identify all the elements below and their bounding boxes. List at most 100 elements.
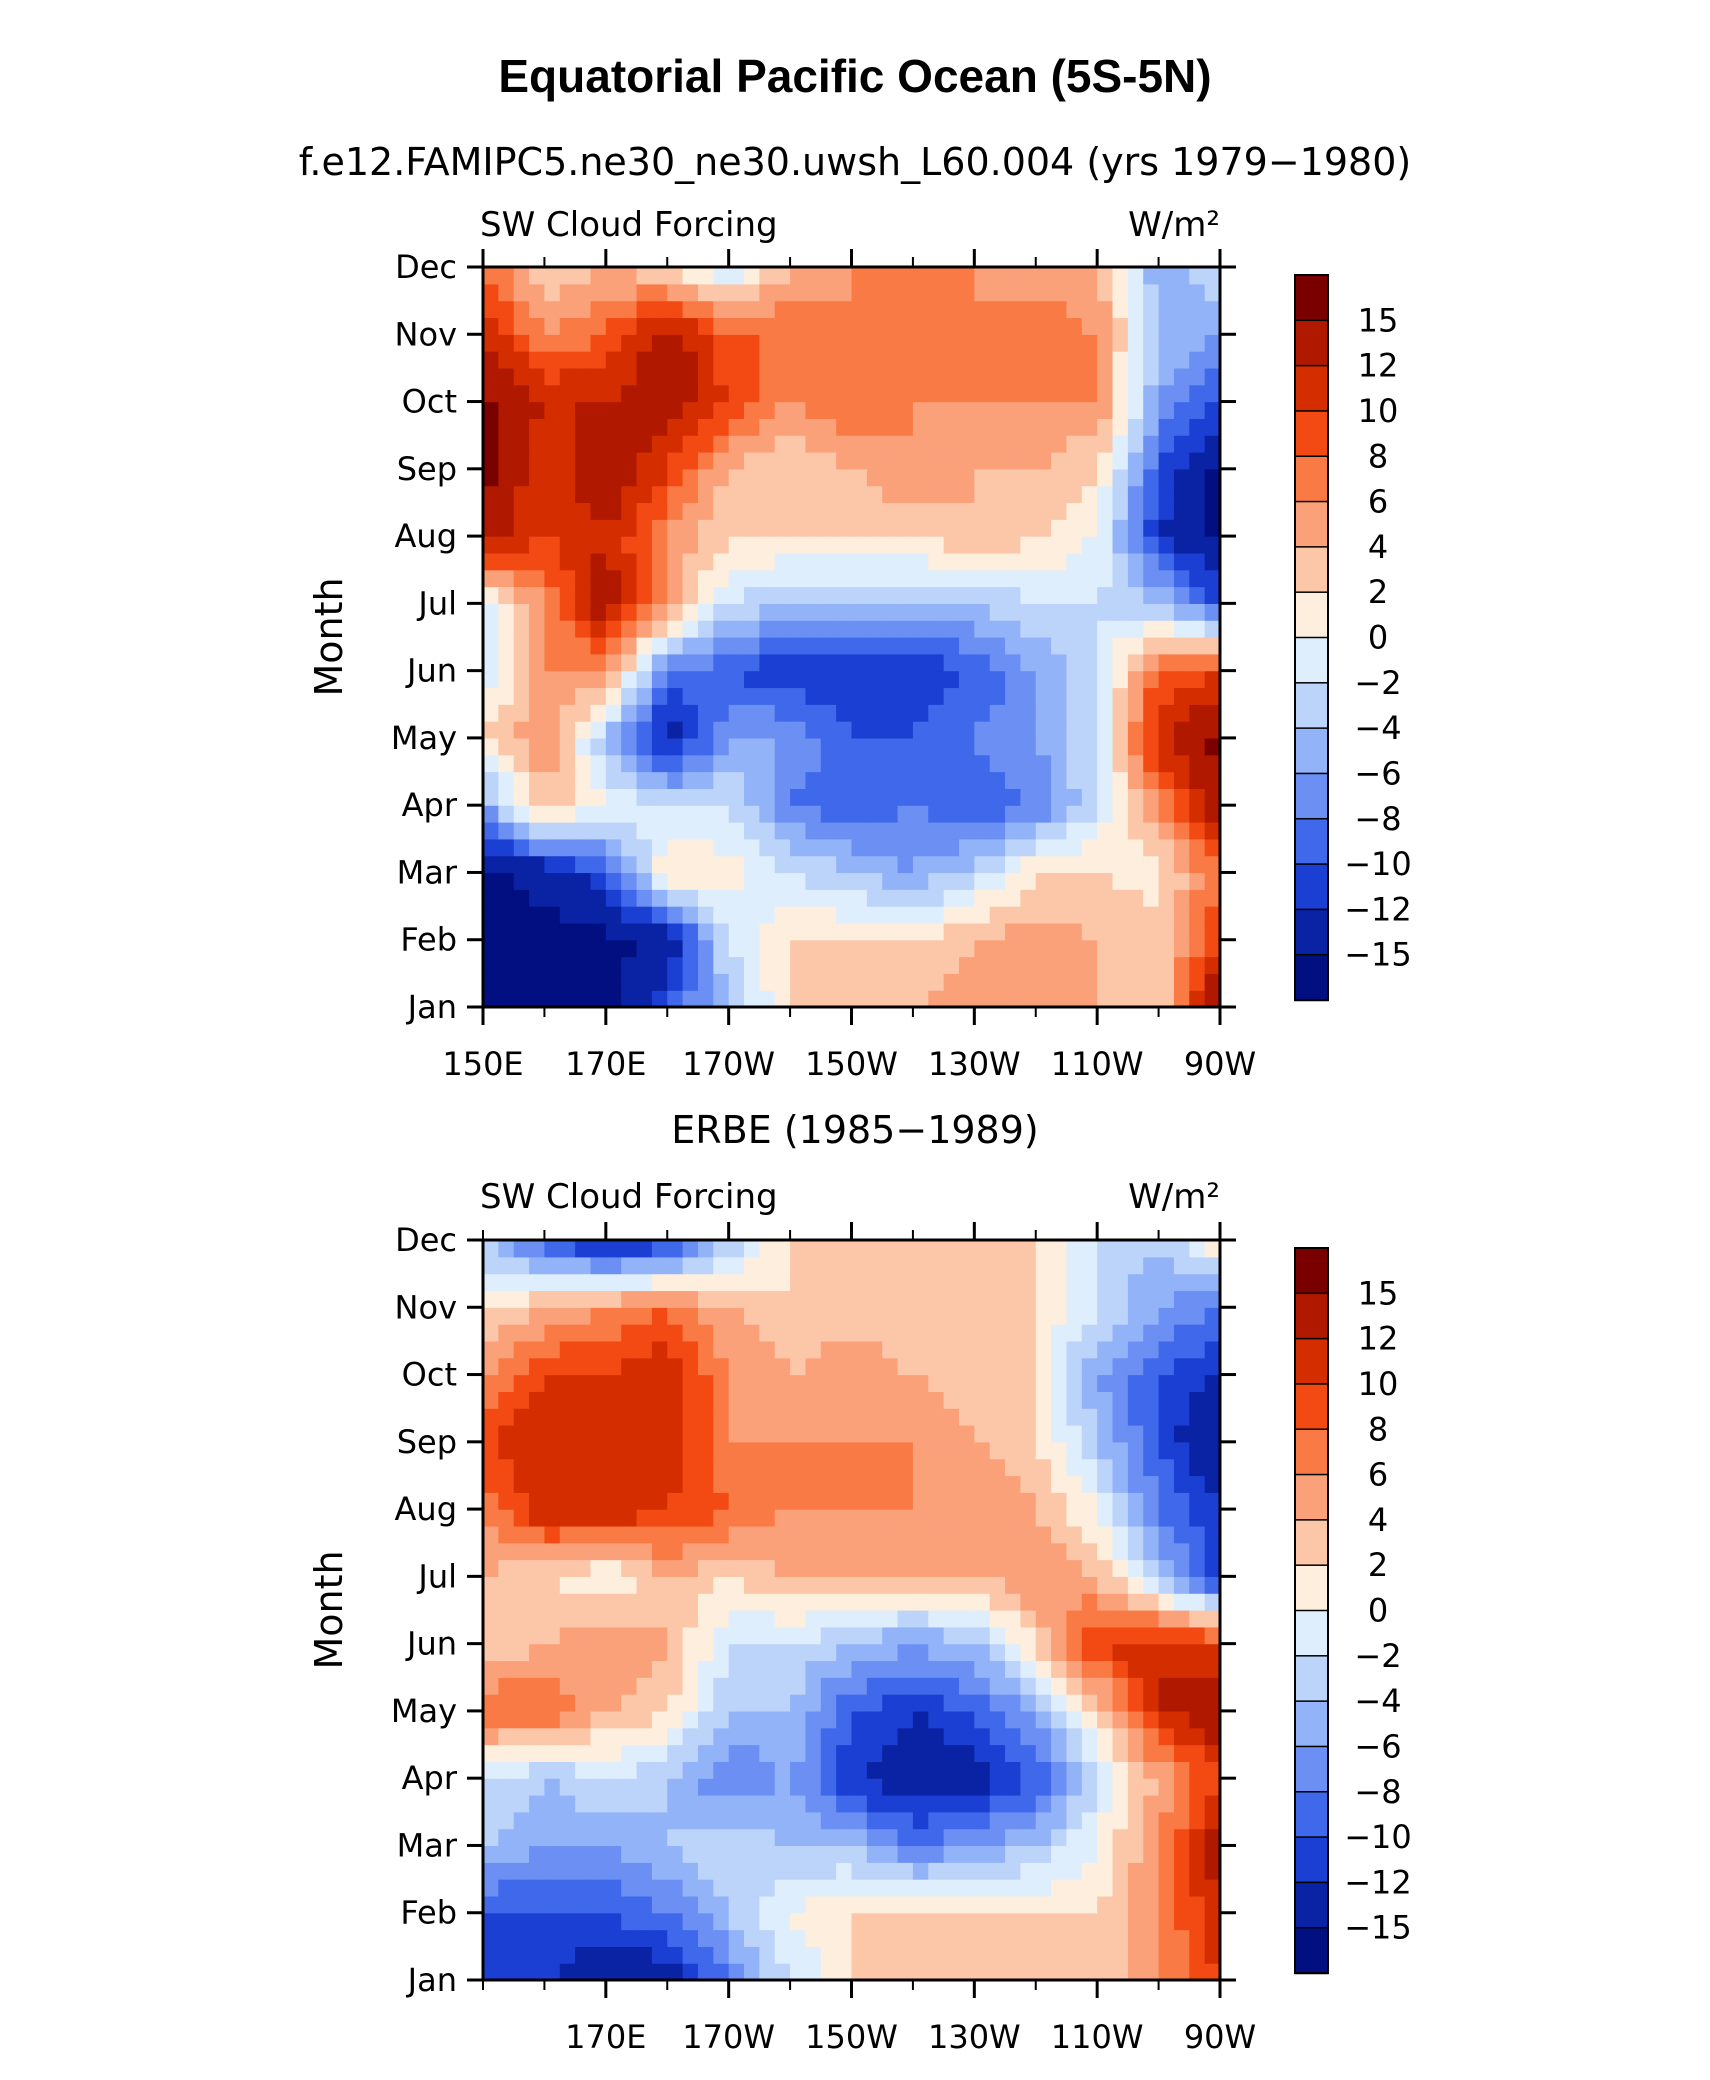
heatmap-cell <box>544 754 561 773</box>
heatmap-cell <box>1112 1391 1129 1409</box>
heatmap-cell <box>912 1324 929 1342</box>
heatmap-cell <box>1143 1895 1160 1914</box>
heatmap-cell <box>1127 637 1144 655</box>
heatmap-cell <box>575 603 592 621</box>
heatmap-cell <box>974 1744 991 1762</box>
heatmap-cell <box>667 889 684 907</box>
heatmap-cell <box>1127 872 1144 890</box>
heatmap-cell <box>1112 435 1129 453</box>
heatmap-cell <box>974 1795 991 1813</box>
heatmap-cell <box>958 1845 975 1863</box>
heatmap-cell <box>1005 1912 1021 1931</box>
heatmap-cell <box>790 418 807 436</box>
heatmap-cell <box>1112 1610 1129 1628</box>
heatmap-cell <box>1081 704 1098 722</box>
heatmap-cell <box>728 687 745 705</box>
heatmap-cell <box>513 367 530 386</box>
heatmap-cell <box>728 468 745 487</box>
heatmap-cell <box>1158 1542 1175 1561</box>
heatmap-cell <box>928 1374 945 1392</box>
heatmap-cell <box>882 1290 899 1308</box>
heatmap-cell <box>529 1340 546 1359</box>
heatmap-cell <box>790 1828 807 1847</box>
heatmap-cell <box>989 283 1006 302</box>
y-tick-label: Mar <box>397 1826 458 1864</box>
heatmap-cell <box>820 519 837 537</box>
heatmap-cell <box>1127 687 1144 705</box>
heatmap-cell <box>1112 552 1129 571</box>
heatmap-cell <box>1127 922 1144 941</box>
heatmap-cell <box>759 468 776 487</box>
heatmap-cell <box>559 973 576 991</box>
heatmap-cell <box>805 1811 822 1830</box>
heatmap-cell <box>943 939 960 958</box>
heatmap-cell <box>744 485 760 504</box>
heatmap-cell <box>866 1862 883 1880</box>
heatmap-cell <box>790 1879 807 1897</box>
heatmap-cell <box>1112 1525 1129 1544</box>
heatmap-cell <box>651 1626 668 1645</box>
heatmap-cell <box>513 351 530 369</box>
heatmap-cell <box>651 1559 668 1577</box>
heatmap-cell <box>866 788 883 806</box>
heatmap-cell <box>483 687 499 705</box>
heatmap-cell <box>1020 1677 1037 1695</box>
heatmap-cell <box>774 1677 791 1695</box>
heatmap-cell <box>636 1761 653 1779</box>
heatmap-cell <box>605 1610 622 1628</box>
heatmap-cell <box>744 1273 760 1292</box>
heatmap-cell <box>498 267 515 285</box>
heatmap-cell <box>1112 1626 1129 1645</box>
heatmap-cell <box>836 552 853 571</box>
heatmap-cell <box>1051 1391 1068 1409</box>
heatmap-cell <box>1035 1593 1052 1611</box>
heatmap-cell <box>1204 1290 1221 1308</box>
heatmap-cell <box>836 351 853 369</box>
heatmap-cell <box>866 1828 883 1847</box>
heatmap-cell <box>1035 1912 1052 1931</box>
heatmap-cell <box>513 1862 530 1880</box>
heatmap-cell <box>1051 552 1068 571</box>
heatmap-cell <box>1081 973 1098 991</box>
heatmap-cell <box>498 384 515 403</box>
heatmap-cell <box>989 1845 1006 1863</box>
heatmap-cell <box>498 822 515 840</box>
heatmap-cell <box>621 956 638 974</box>
heatmap-cell <box>1097 536 1114 554</box>
heatmap-cell <box>851 536 868 554</box>
heatmap-cell <box>1189 1542 1206 1561</box>
heatmap-cell <box>529 1509 546 1527</box>
heatmap-cell <box>928 653 945 672</box>
heatmap-cell <box>1189 1559 1206 1577</box>
heatmap-cell <box>774 737 791 756</box>
heatmap-cell <box>1035 855 1052 874</box>
heatmap-cell <box>728 1357 745 1376</box>
heatmap-cell <box>1097 990 1114 1008</box>
heatmap-cell <box>682 300 699 319</box>
heatmap-cell <box>667 1240 684 1258</box>
heatmap-cell <box>529 536 546 554</box>
heatmap-cell <box>1112 1744 1129 1762</box>
heatmap-cell <box>1189 1660 1206 1678</box>
heatmap-cell <box>866 367 883 386</box>
heatmap-cell <box>1127 1391 1144 1409</box>
heatmap-cell <box>989 1273 1006 1292</box>
heatmap-cell <box>836 1391 853 1409</box>
heatmap-cell <box>820 1324 837 1342</box>
heatmap-cell <box>1035 1408 1052 1426</box>
heatmap-cell <box>912 906 929 924</box>
heatmap-cell <box>605 1677 622 1695</box>
heatmap-cell <box>836 855 853 874</box>
heatmap-cell <box>989 367 1006 386</box>
heatmap-cell <box>866 1559 883 1577</box>
heatmap-cell <box>928 334 945 352</box>
heatmap-cell <box>820 1895 837 1914</box>
heatmap-cell <box>1189 620 1206 638</box>
heatmap-cell <box>575 435 592 453</box>
heatmap-cell <box>575 1458 592 1477</box>
heatmap-cell <box>1127 973 1144 991</box>
heatmap-cell <box>974 452 991 470</box>
heatmap-cell <box>897 435 914 453</box>
heatmap-cell <box>1112 704 1129 722</box>
heatmap-cell <box>943 1458 960 1477</box>
